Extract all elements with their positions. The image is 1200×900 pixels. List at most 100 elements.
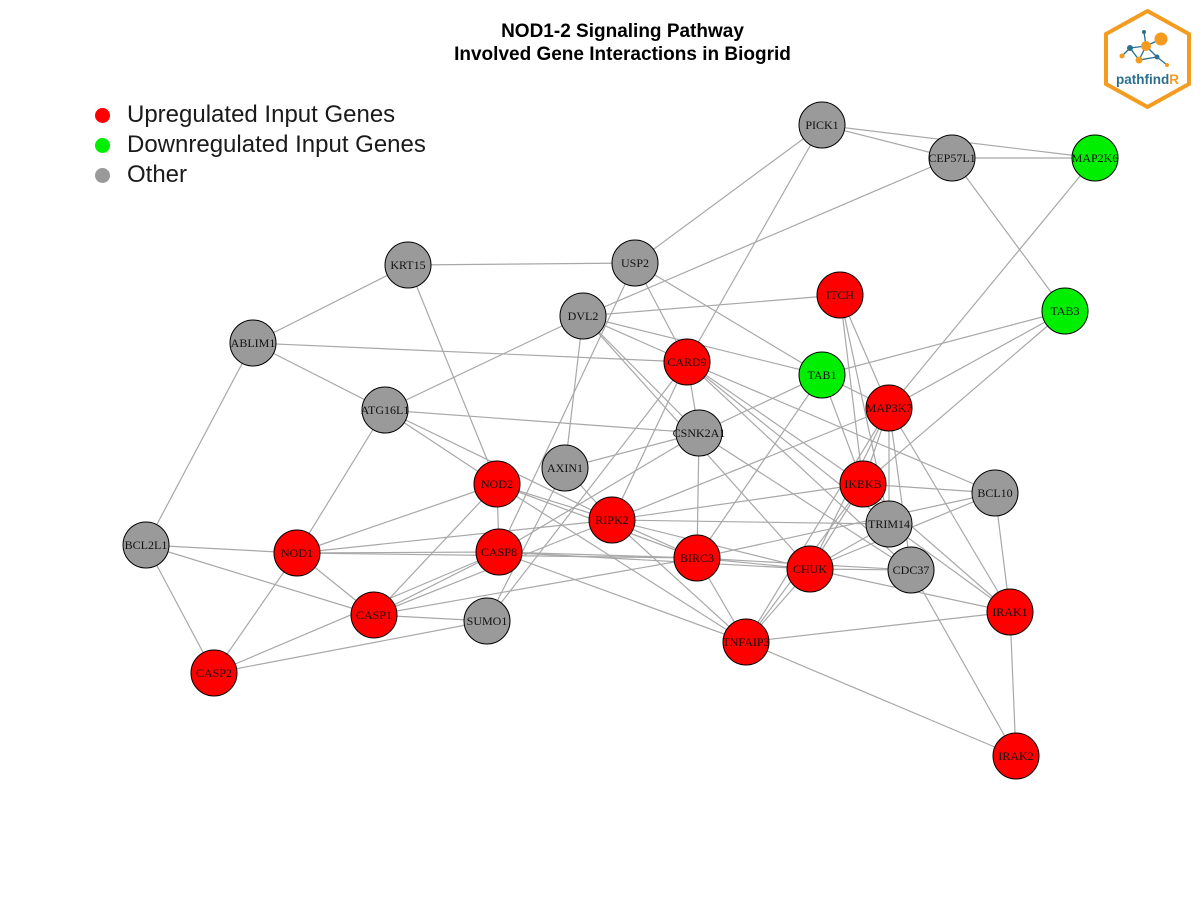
node-cdc37[interactable]: CDC37 [887,546,935,594]
node-axin1[interactable]: AXIN1 [541,444,589,492]
edge-atg16l1-csnk2a1 [384,409,700,434]
node-circle-dvl2[interactable] [559,292,607,340]
node-circle-tnfaip3[interactable] [722,618,770,666]
node-circle-map3k7[interactable] [865,384,913,432]
node-sumo1[interactable]: SUMO1 [463,597,511,645]
logo-text-main: pathfind [1116,72,1169,87]
node-circle-trim14[interactable] [865,500,913,548]
node-pick1[interactable]: PICK1 [798,101,846,149]
node-circle-map2k6[interactable] [1071,134,1119,182]
node-layer: PICK1 CEP57L1 MAP2K6 KRT15 USP2 ITCH TAB3 DVL2 A… [122,101,1119,780]
node-tab1[interactable]: TAB1 [798,351,846,399]
edge-nod2-casp1 [373,483,498,616]
node-circle-bcl10[interactable] [971,469,1019,517]
legend-item-downregulated: Downregulated Input Genes [95,130,426,160]
edge-krt15-nod2 [407,264,498,485]
edge-ablim1-bcl2l1 [145,342,254,546]
edge-ablim1-card9 [252,342,688,363]
node-circle-axin1[interactable] [541,444,589,492]
legend-dot-downregulated [95,137,110,153]
edge-nod2-nod1 [296,483,498,554]
edge-casp8-birc3 [498,551,698,559]
node-atg16l1[interactable]: ATG16L1 [361,386,410,434]
edge-tab3-map3k7 [888,310,1066,409]
node-label-casp8: CASP8 [481,545,517,559]
node-casp2[interactable]: CASP2 [190,649,238,697]
node-circle-ikbkb[interactable] [839,460,887,508]
node-circle-chuk[interactable] [786,545,834,593]
node-circle-cdc37[interactable] [887,546,935,594]
node-circle-tab3[interactable] [1041,287,1089,335]
node-circle-irak2[interactable] [992,732,1040,780]
svg-text:pathfindR: pathfindR [1116,72,1179,87]
node-circle-nod2[interactable] [473,460,521,508]
edge-map2k6-map3k7 [888,157,1096,409]
node-circle-casp1[interactable] [350,591,398,639]
node-circle-casp8[interactable] [475,528,523,576]
node-map2k6[interactable]: MAP2K6 [1071,134,1119,182]
node-ripk2[interactable]: RIPK2 [588,496,636,544]
node-circle-usp2[interactable] [611,239,659,287]
node-circle-bcl2l1[interactable] [122,521,170,569]
edge-bcl10-birc3 [696,492,996,559]
node-csnk2a1[interactable]: CSNK2A1 [673,409,726,457]
node-circle-csnk2a1[interactable] [675,409,723,457]
legend-label-other: Other [127,161,188,188]
node-tnfaip3[interactable]: TNFAIP3 [722,618,770,666]
node-bcl10[interactable]: BCL10 [971,469,1019,517]
chart-title: NOD1-2 Signaling Pathway Involved Gene I… [0,20,1200,66]
node-circle-irak1[interactable] [986,588,1034,636]
edge-bcl2l1-casp1 [145,544,375,616]
edge-irak1-tnfaip3 [745,611,1011,643]
node-irak1[interactable]: IRAK1 [986,588,1034,636]
node-circle-atg16l1[interactable] [361,386,409,434]
node-label-sumo1: SUMO1 [467,614,508,628]
edge-itch-dvl2 [582,294,841,317]
node-circle-ablim1[interactable] [229,319,277,367]
node-card9[interactable]: CARD9 [663,338,711,386]
edge-krt15-ablim1 [252,264,409,344]
node-trim14[interactable]: TRIM14 [865,500,913,548]
node-ablim1[interactable]: ABLIM1 [229,319,277,367]
node-circle-itch[interactable] [816,271,864,319]
node-circle-sumo1[interactable] [463,597,511,645]
node-label-irak1: IRAK1 [992,605,1027,619]
node-circle-casp2[interactable] [190,649,238,697]
node-circle-krt15[interactable] [384,241,432,289]
node-ikbkb[interactable]: IKBKB [839,460,887,508]
node-circle-nod1[interactable] [273,529,321,577]
edge-ripk2-nod1 [296,519,613,554]
node-circle-cep57l1[interactable] [928,134,976,182]
node-casp1[interactable]: CASP1 [350,591,398,639]
edge-cdc37-irak2 [910,569,1017,757]
node-label-casp1: CASP1 [356,608,392,622]
node-circle-birc3[interactable] [673,534,721,582]
node-label-krt15: KRT15 [390,258,425,272]
edge-nod1-casp2 [213,552,298,674]
node-usp2[interactable]: USP2 [611,239,659,287]
node-circle-pick1[interactable] [798,101,846,149]
node-krt15[interactable]: KRT15 [384,241,432,289]
edge-map3k7-irak1 [888,407,1011,613]
edge-csnk2a1-cdc37 [698,432,912,571]
node-tab3[interactable]: TAB3 [1041,287,1089,335]
edge-bcl2l1-casp2 [145,544,215,674]
node-circle-card9[interactable] [663,338,711,386]
node-dvl2[interactable]: DVL2 [559,292,607,340]
node-birc3[interactable]: BIRC3 [673,534,721,582]
node-map3k7[interactable]: MAP3K7 [865,384,913,432]
node-nod1[interactable]: NOD1 [273,529,321,577]
edge-tab3-ikbkb [862,310,1066,485]
node-irak2[interactable]: IRAK2 [992,732,1040,780]
node-cep57l1[interactable]: CEP57L1 [928,134,976,182]
node-nod2[interactable]: NOD2 [473,460,521,508]
node-label-csnk2a1: CSNK2A1 [673,426,726,440]
node-casp8[interactable]: CASP8 [475,528,523,576]
logo-text-accent: R [1169,72,1179,87]
node-chuk[interactable]: CHUK [786,545,834,593]
node-circle-ripk2[interactable] [588,496,636,544]
node-bcl2l1[interactable]: BCL2L1 [122,521,170,569]
node-itch[interactable]: ITCH [816,271,864,319]
legend-label-downregulated: Downregulated Input Genes [127,131,426,158]
node-circle-tab1[interactable] [798,351,846,399]
